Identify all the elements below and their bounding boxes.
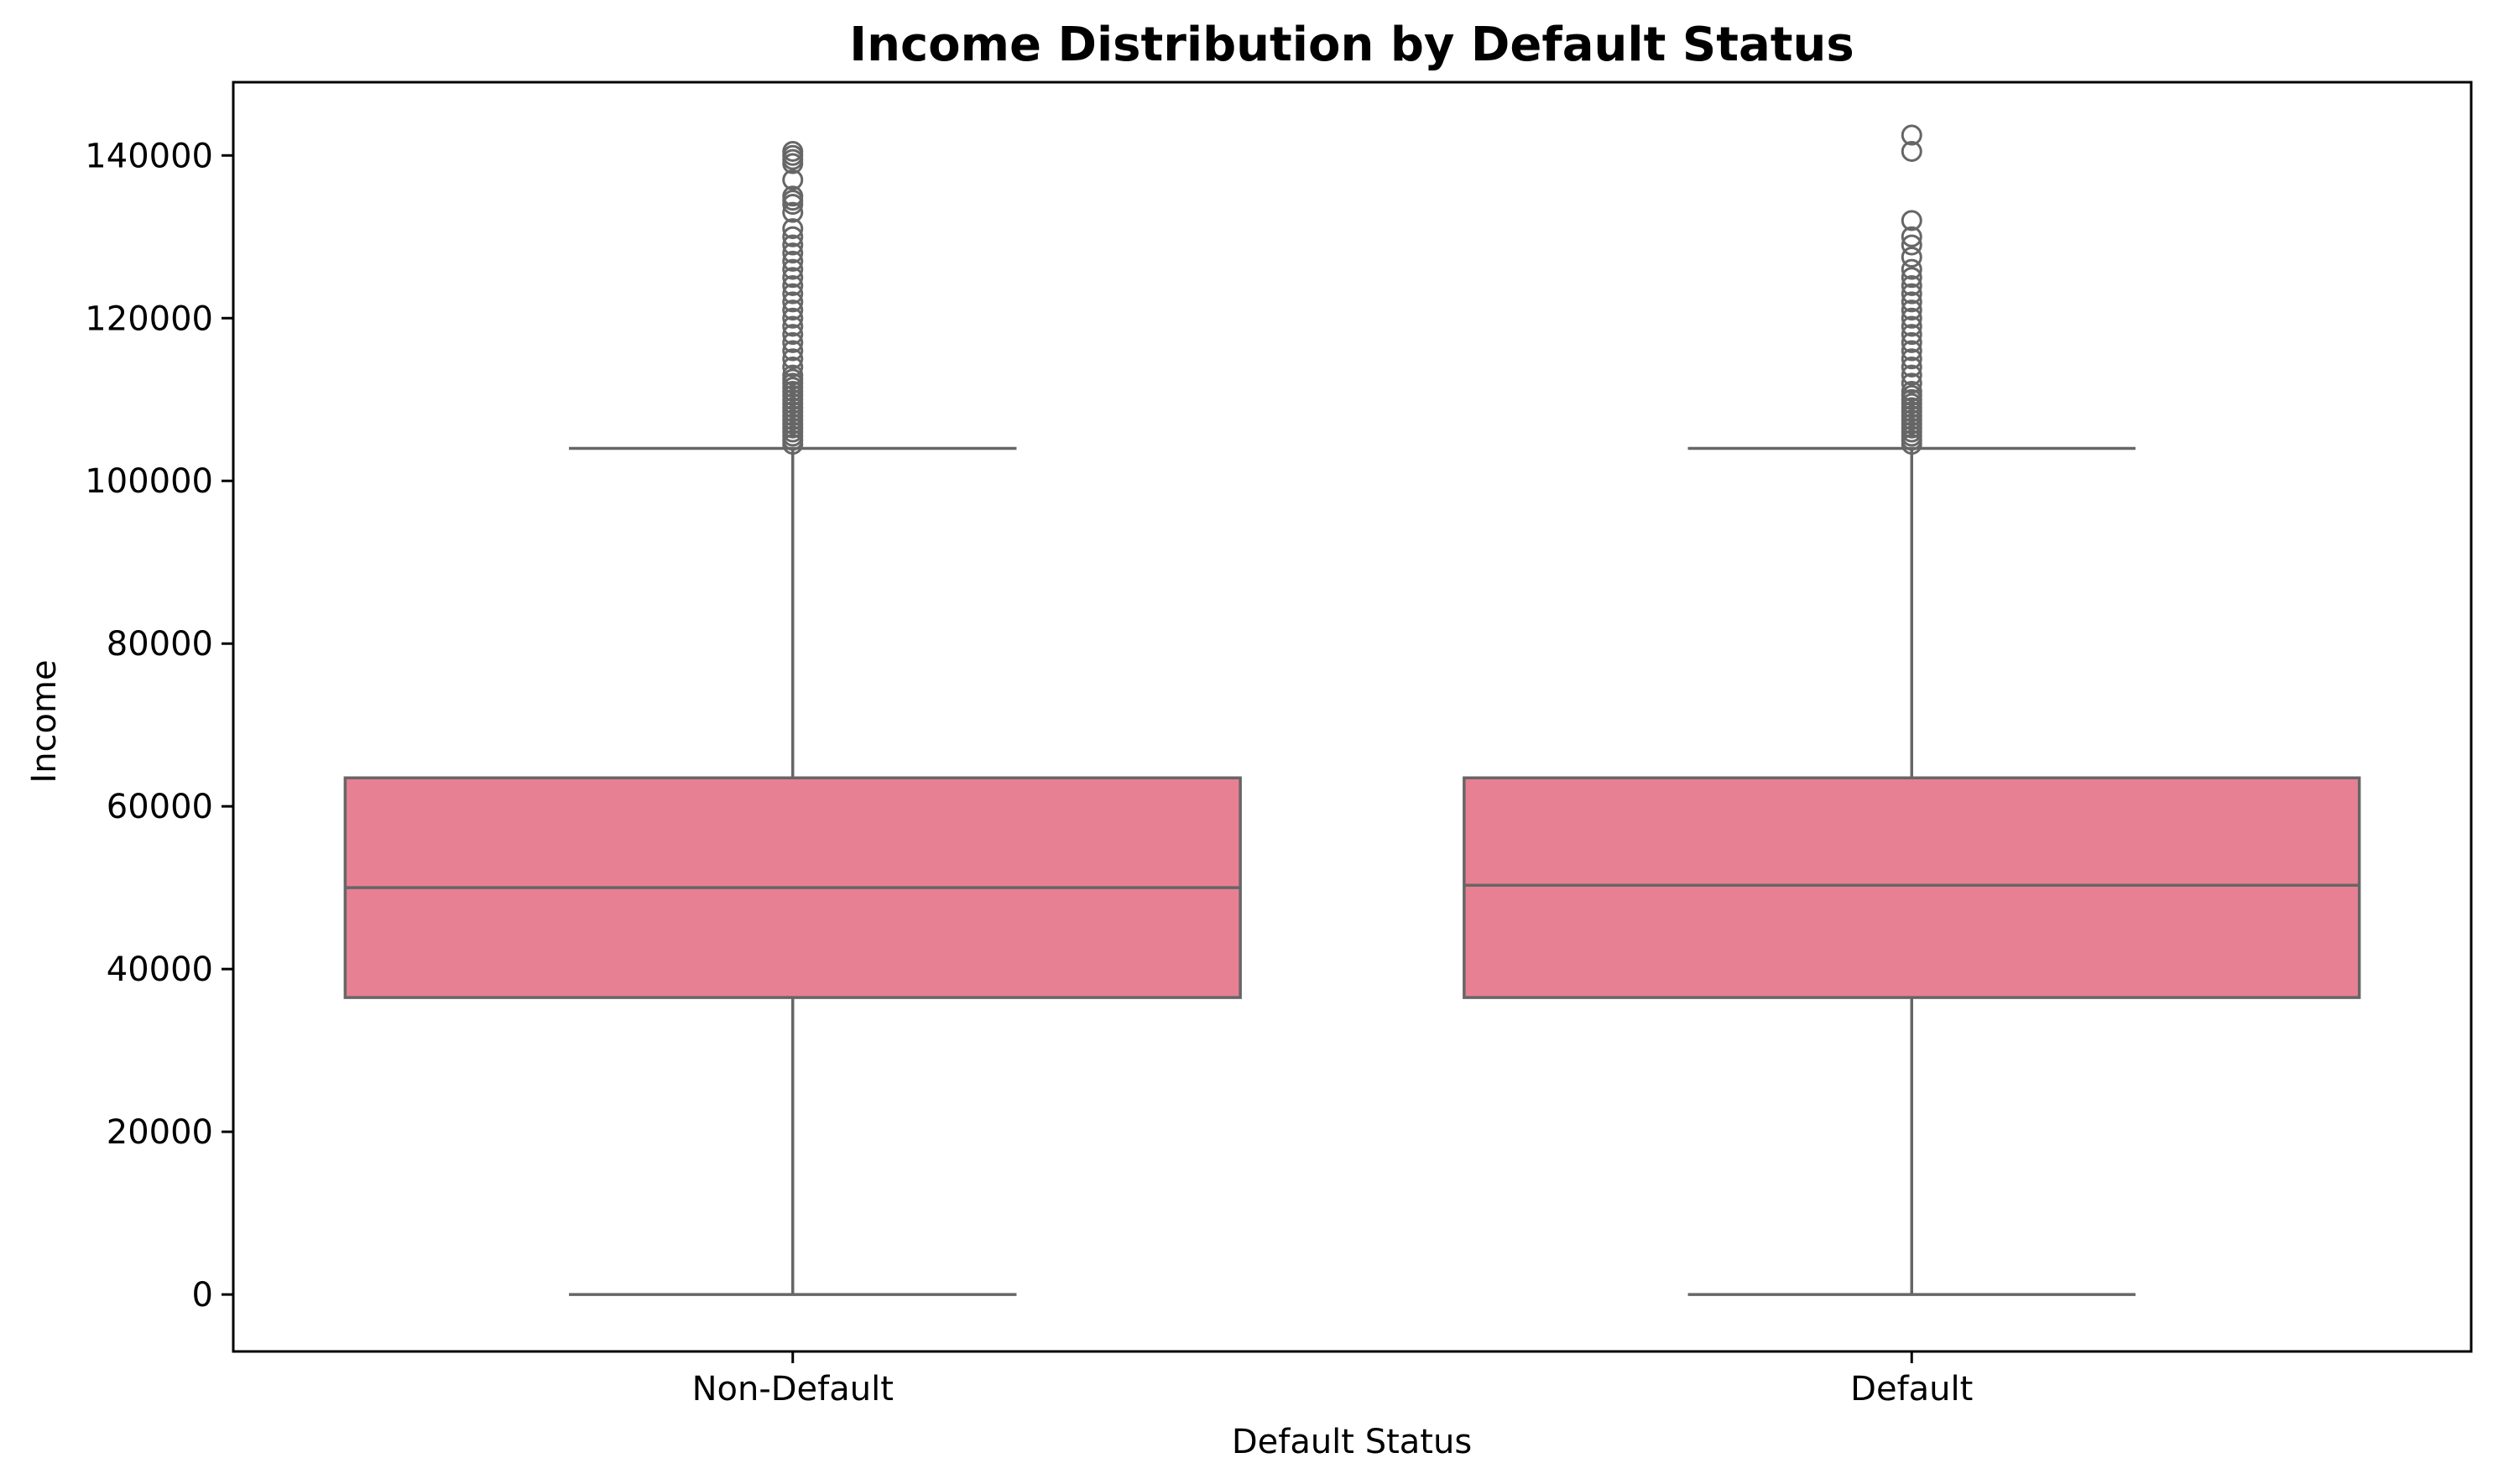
outlier-point [1901,307,1922,329]
outlier-point [782,299,804,321]
box-group-default [1463,124,2361,1296]
outlier-point [782,274,804,296]
outlier-point [1901,372,1922,394]
outlier-point [1901,283,1922,305]
outlier-point [782,267,804,289]
outlier-point [782,331,804,353]
outlier-point [782,140,804,162]
outlier-point [1901,315,1922,337]
x-tick-label: Default [1850,1370,1973,1408]
outlier-point [1901,247,1922,268]
outlier-point [782,226,804,247]
outlier-point [1901,140,1922,162]
outlier-point [1901,234,1922,256]
outlier-point [782,185,804,207]
outlier-point [782,364,804,386]
iqr-box [1463,776,2361,999]
y-tick-label: 120000 [85,299,213,338]
box-group-non-default [343,140,1242,1296]
y-tick-label: 0 [192,1276,213,1315]
outlier-point [782,250,804,272]
y-tick-label: 20000 [107,1113,213,1152]
outlier-point [1901,274,1922,296]
outlier-point [1901,258,1922,280]
outlier-point [1901,124,1922,146]
x-axis-label: Default Status [1232,1423,1472,1461]
outlier-point [1901,364,1922,386]
outlier-point [782,242,804,264]
y-tick-label: 100000 [85,462,213,501]
outlier-point [782,340,804,362]
outlier-point [782,234,804,256]
x-tick-label: Non-Default [692,1370,894,1408]
y-axis-label: Income [25,659,64,783]
y-tick-label: 60000 [107,788,213,826]
outlier-point [782,201,804,223]
outlier-point [1901,356,1922,378]
chart-title: Income Distribution by Default Status [849,18,1854,72]
outlier-point [782,218,804,240]
outlier-point [1901,299,1922,321]
outlier-point [1901,340,1922,362]
outlier-point [782,283,804,305]
outlier-point [1901,267,1922,289]
outlier-point [782,258,804,280]
outlier-point [782,324,804,346]
outlier-point [1901,226,1922,247]
plot-frame [232,81,2473,1353]
outlier-point [1901,381,1922,403]
outlier-point [1901,348,1922,370]
outlier-point [1901,324,1922,346]
plot-area [222,124,2361,1363]
outlier-point [782,307,804,329]
outlier-point [1901,331,1922,353]
outlier-point [1901,210,1922,232]
outlier-point [782,190,804,211]
outlier-point [1901,291,1922,313]
y-tick-label: 140000 [85,137,213,175]
outlier-point [782,169,804,190]
outlier-point [782,291,804,313]
y-tick-label: 40000 [107,950,213,989]
outlier-point [782,315,804,337]
outlier-point [782,356,804,378]
outlier-point [782,348,804,370]
y-tick-label: 80000 [107,625,213,664]
